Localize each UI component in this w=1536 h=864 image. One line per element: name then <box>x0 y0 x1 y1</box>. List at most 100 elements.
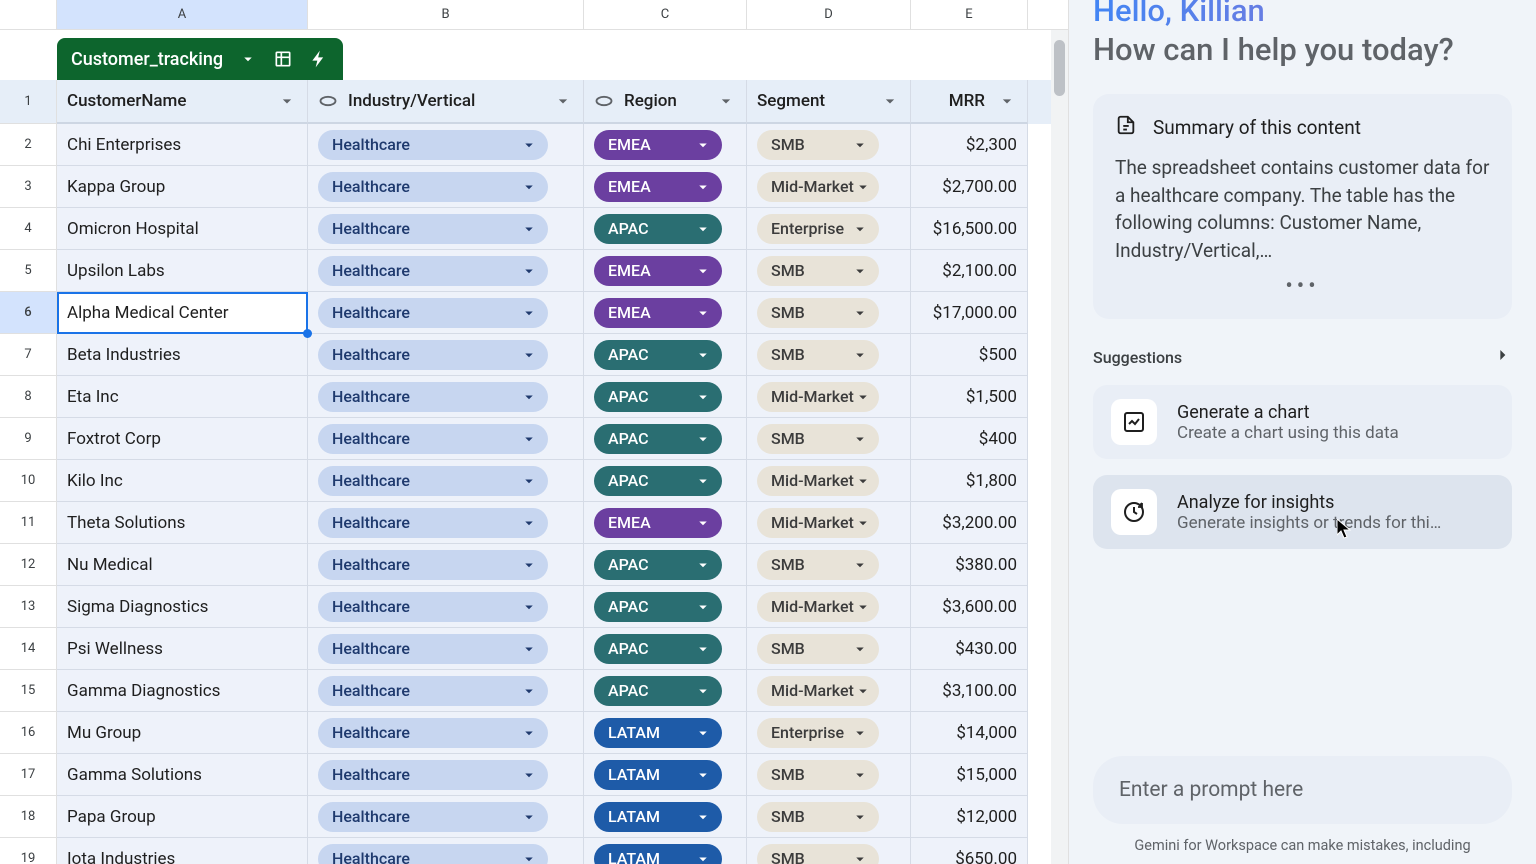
chevron-down-icon[interactable] <box>854 682 872 700</box>
segment-pill[interactable]: Enterprise <box>757 718 879 748</box>
industry-pill[interactable]: Healthcare <box>318 844 548 864</box>
cell-mrr[interactable]: $430.00 <box>911 628 1028 670</box>
col-name-header[interactable]: CustomerName <box>57 80 308 124</box>
cell-region[interactable]: APAC <box>584 544 747 586</box>
cell-name[interactable]: Iota Industries <box>57 838 308 864</box>
cell-name[interactable]: Papa Group <box>57 796 308 838</box>
cell-segment[interactable]: Mid-Market <box>747 376 911 418</box>
filter-icon[interactable] <box>277 91 297 111</box>
chevron-down-icon[interactable] <box>520 472 538 490</box>
suggestion-insights[interactable]: Analyze for insights Generate insights o… <box>1093 475 1512 549</box>
row-header-2[interactable]: 2 <box>0 124 57 166</box>
cell-mrr[interactable]: $14,000 <box>911 712 1028 754</box>
chevron-down-icon[interactable] <box>520 262 538 280</box>
cell-segment[interactable]: SMB <box>747 292 911 334</box>
cell-mrr[interactable]: $3,100.00 <box>911 670 1028 712</box>
cell-name[interactable]: Omicron Hospital <box>57 208 308 250</box>
chevron-down-icon[interactable] <box>520 514 538 532</box>
col-segment-header[interactable]: Segment <box>747 80 911 124</box>
chevron-down-icon[interactable] <box>520 556 538 574</box>
row-header-8[interactable]: 8 <box>0 376 57 418</box>
cell-segment[interactable]: Mid-Market <box>747 460 911 502</box>
cell-name[interactable]: Kilo Inc <box>57 460 308 502</box>
region-pill[interactable]: APAC <box>594 592 722 622</box>
cell-segment[interactable]: SMB <box>747 754 911 796</box>
cell-mrr[interactable]: $16,500.00 <box>911 208 1028 250</box>
col-header-A[interactable]: A <box>57 0 308 29</box>
cell-region[interactable]: EMEA <box>584 124 747 166</box>
chevron-down-icon[interactable] <box>851 430 869 448</box>
chevron-down-icon[interactable] <box>694 724 712 742</box>
cell-mrr[interactable]: $1,800 <box>911 460 1028 502</box>
industry-pill[interactable]: Healthcare <box>318 508 548 538</box>
vertical-scrollbar[interactable] <box>1051 30 1068 864</box>
chevron-down-icon[interactable] <box>851 220 869 238</box>
segment-pill[interactable]: Enterprise <box>757 214 879 244</box>
filter-icon[interactable] <box>716 91 736 111</box>
cell-region[interactable]: LATAM <box>584 796 747 838</box>
chevron-down-icon[interactable] <box>520 724 538 742</box>
prompt-input[interactable]: Enter a prompt here <box>1093 756 1512 824</box>
chevron-down-icon[interactable] <box>520 178 538 196</box>
suggestion-chart[interactable]: Generate a chart Create a chart using th… <box>1093 385 1512 459</box>
cell-segment[interactable]: Mid-Market <box>747 586 911 628</box>
row-header-4[interactable]: 4 <box>0 208 57 250</box>
chevron-down-icon[interactable] <box>851 850 869 864</box>
chevron-down-icon[interactable] <box>854 472 872 490</box>
segment-pill[interactable]: SMB <box>757 760 879 790</box>
chevron-down-icon[interactable] <box>520 220 538 238</box>
industry-pill[interactable]: Healthcare <box>318 550 548 580</box>
row-header-3[interactable]: 3 <box>0 166 57 208</box>
chevron-down-icon[interactable] <box>520 766 538 784</box>
cell-industry[interactable]: Healthcare <box>308 124 584 166</box>
row-header-16[interactable]: 16 <box>0 712 57 754</box>
chevron-down-icon[interactable] <box>239 50 257 68</box>
cell-segment[interactable]: SMB <box>747 796 911 838</box>
region-pill[interactable]: LATAM <box>594 844 722 864</box>
filter-icon[interactable] <box>880 91 900 111</box>
cell-mrr[interactable]: $1,500 <box>911 376 1028 418</box>
chevron-down-icon[interactable] <box>694 640 712 658</box>
chevron-down-icon[interactable] <box>520 346 538 364</box>
col-industry-header[interactable]: Industry/Vertical <box>308 80 584 124</box>
selection-handle[interactable] <box>303 329 312 338</box>
industry-pill[interactable]: Healthcare <box>318 592 548 622</box>
chevron-down-icon[interactable] <box>694 472 712 490</box>
cell-region[interactable]: EMEA <box>584 502 747 544</box>
chevron-down-icon[interactable] <box>520 304 538 322</box>
segment-pill[interactable]: SMB <box>757 550 879 580</box>
segment-pill[interactable]: SMB <box>757 802 879 832</box>
row-header-1[interactable]: 1 <box>0 80 57 124</box>
chevron-down-icon[interactable] <box>854 514 872 532</box>
summary-card[interactable]: Summary of this content The spreadsheet … <box>1093 94 1512 319</box>
col-header-B[interactable]: B <box>308 0 584 29</box>
cell-segment[interactable]: Mid-Market <box>747 166 911 208</box>
chevron-down-icon[interactable] <box>694 178 712 196</box>
row-header-5[interactable]: 5 <box>0 250 57 292</box>
industry-pill[interactable]: Healthcare <box>318 676 548 706</box>
cell-mrr[interactable]: $2,300 <box>911 124 1028 166</box>
chevron-down-icon[interactable] <box>851 766 869 784</box>
segment-pill[interactable]: Mid-Market <box>757 466 879 496</box>
cell-name[interactable]: Kappa Group <box>57 166 308 208</box>
chevron-down-icon[interactable] <box>694 388 712 406</box>
row-header-14[interactable]: 14 <box>0 628 57 670</box>
cell-industry[interactable]: Healthcare <box>308 292 584 334</box>
cell-industry[interactable]: Healthcare <box>308 208 584 250</box>
segment-pill[interactable]: Mid-Market <box>757 172 879 202</box>
cell-mrr[interactable]: $400 <box>911 418 1028 460</box>
region-pill[interactable]: LATAM <box>594 718 722 748</box>
bolt-icon[interactable] <box>309 49 329 69</box>
region-pill[interactable]: EMEA <box>594 172 722 202</box>
chevron-down-icon[interactable] <box>851 346 869 364</box>
region-pill[interactable]: APAC <box>594 382 722 412</box>
row-header-17[interactable]: 17 <box>0 754 57 796</box>
region-pill[interactable]: EMEA <box>594 508 722 538</box>
chevron-down-icon[interactable] <box>520 598 538 616</box>
chevron-down-icon[interactable] <box>694 514 712 532</box>
row-header-9[interactable]: 9 <box>0 418 57 460</box>
segment-pill[interactable]: SMB <box>757 256 879 286</box>
cell-region[interactable]: APAC <box>584 670 747 712</box>
region-pill[interactable]: APAC <box>594 340 722 370</box>
cell-industry[interactable]: Healthcare <box>308 334 584 376</box>
